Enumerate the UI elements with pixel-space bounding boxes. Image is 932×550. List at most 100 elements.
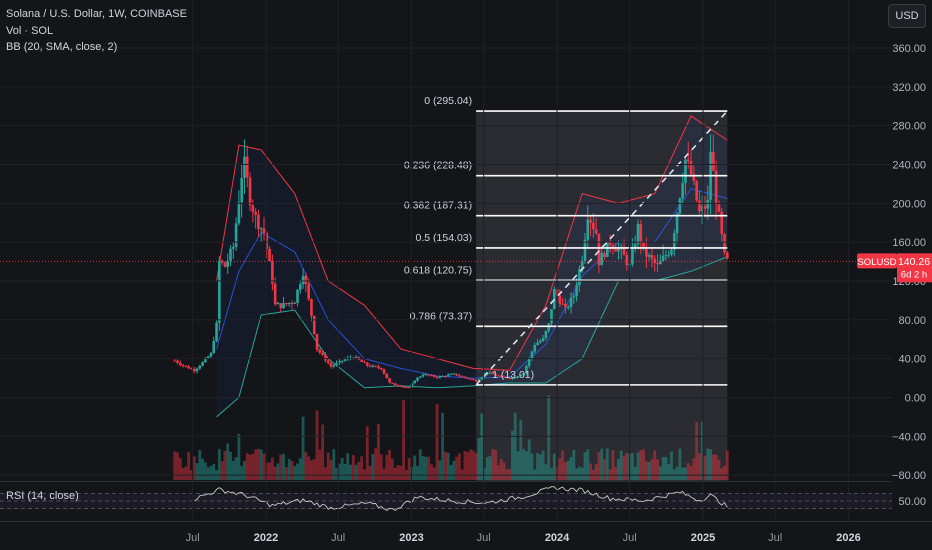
candle bbox=[365, 362, 369, 368]
volume-bar bbox=[192, 456, 196, 480]
candle bbox=[424, 373, 428, 376]
candle bbox=[441, 375, 444, 377]
candle bbox=[508, 377, 511, 380]
candle-body bbox=[625, 255, 629, 266]
volume-bar bbox=[337, 463, 341, 480]
volume-bar bbox=[282, 453, 285, 480]
volume-bar bbox=[354, 464, 358, 480]
volume-bar bbox=[502, 462, 506, 480]
candle-body bbox=[689, 161, 693, 175]
candle-body bbox=[494, 374, 497, 376]
candle bbox=[502, 375, 506, 378]
rsi-line bbox=[194, 486, 728, 512]
candle bbox=[458, 373, 461, 378]
candle bbox=[723, 232, 726, 255]
candle bbox=[513, 376, 517, 379]
candle-body bbox=[533, 345, 537, 352]
candle-body bbox=[656, 262, 659, 265]
candle bbox=[279, 302, 283, 313]
candle bbox=[363, 360, 366, 363]
volume-bar bbox=[184, 466, 188, 480]
candle-body bbox=[385, 373, 389, 379]
volume-bar bbox=[538, 454, 542, 480]
fib-level-label: 0.5 (154.03) bbox=[416, 232, 473, 244]
x-tick-label: Jul bbox=[768, 532, 782, 544]
fib-levels[interactable]: 0 (295.04) 0.236 (228.48) 0.382 (187.31) 0.… bbox=[0, 95, 892, 386]
volume-bar bbox=[446, 452, 450, 480]
candle-body bbox=[176, 360, 179, 363]
candle bbox=[321, 350, 324, 357]
volume-bar bbox=[254, 449, 258, 480]
candle-body bbox=[622, 247, 626, 256]
y-tick-label: 280.00 bbox=[892, 121, 926, 133]
x-tick-label: 2026 bbox=[836, 532, 860, 544]
candle bbox=[494, 372, 497, 376]
volume-bar bbox=[368, 466, 372, 480]
volume-bar bbox=[681, 467, 685, 480]
candle-body bbox=[279, 303, 283, 309]
candle-body bbox=[340, 360, 344, 362]
volume-bar bbox=[374, 448, 378, 480]
volume-bar bbox=[223, 450, 227, 480]
candle-body bbox=[505, 377, 509, 379]
volume-bar bbox=[656, 459, 659, 480]
volume-bar bbox=[709, 449, 712, 480]
volume-bar bbox=[706, 448, 710, 480]
candle-body bbox=[204, 358, 207, 363]
volume-bar bbox=[287, 458, 291, 480]
candle-body bbox=[477, 379, 481, 382]
candle-body bbox=[413, 380, 417, 384]
candle bbox=[664, 250, 668, 261]
candle bbox=[578, 265, 581, 292]
candle-body bbox=[374, 365, 377, 367]
candle-body bbox=[435, 376, 439, 378]
volume-bar bbox=[377, 423, 380, 480]
volume-bar bbox=[326, 452, 330, 480]
candle bbox=[413, 380, 417, 384]
candle-body bbox=[399, 385, 403, 387]
rsi-tick-label: 50.00 bbox=[898, 496, 926, 508]
x-tick-label: Jul bbox=[623, 532, 637, 544]
candle bbox=[229, 245, 232, 266]
volume-bar bbox=[301, 416, 305, 480]
candle bbox=[536, 338, 539, 346]
candle-body bbox=[377, 366, 380, 368]
volume-bar bbox=[343, 463, 347, 480]
volume-bar bbox=[689, 465, 693, 480]
candle bbox=[670, 247, 673, 257]
volume-bar bbox=[298, 458, 302, 480]
candle-body bbox=[365, 362, 369, 366]
candle-body bbox=[371, 365, 375, 367]
price-tag-countdown: 6d 2 h bbox=[901, 269, 927, 280]
candle bbox=[273, 277, 277, 306]
candle-body bbox=[527, 358, 531, 367]
candle bbox=[505, 376, 509, 379]
candle bbox=[285, 302, 288, 307]
volume-bar bbox=[675, 466, 679, 480]
bb-upper-line bbox=[216, 115, 728, 371]
candle bbox=[293, 301, 297, 304]
volume-bar bbox=[231, 460, 235, 480]
candle-body bbox=[173, 360, 176, 362]
candle bbox=[385, 373, 389, 379]
candle-body bbox=[670, 249, 673, 255]
rsi-pane: 50.00 bbox=[0, 486, 926, 512]
volume-bar bbox=[457, 453, 461, 480]
candle bbox=[469, 378, 472, 381]
currency-button[interactable]: USD bbox=[888, 4, 926, 28]
candle bbox=[335, 360, 338, 367]
fib-trend-line[interactable] bbox=[475, 110, 728, 386]
fib-level-label: 0.618 (120.75) bbox=[404, 264, 472, 276]
volume-bar bbox=[427, 456, 431, 480]
chart-title: Solana / U.S. Dollar, 1W, COINBASE bbox=[6, 8, 187, 20]
volume-bar bbox=[644, 461, 648, 480]
volume-bar bbox=[438, 460, 442, 480]
volume-bar bbox=[600, 448, 604, 480]
volume-bar bbox=[270, 457, 274, 480]
candle-body bbox=[427, 374, 430, 376]
candle-body bbox=[455, 373, 458, 376]
y-tick-label: −40.00 bbox=[892, 431, 926, 443]
volume-bar bbox=[312, 459, 316, 480]
candle-body bbox=[304, 275, 308, 284]
